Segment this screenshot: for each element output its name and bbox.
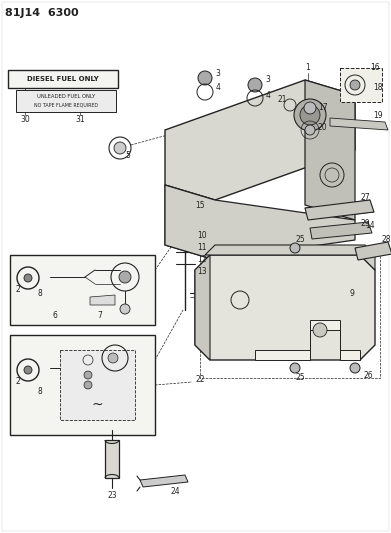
Polygon shape (255, 320, 360, 360)
Circle shape (198, 71, 212, 85)
Polygon shape (165, 185, 355, 260)
Text: 14: 14 (365, 221, 375, 230)
Circle shape (304, 102, 316, 114)
Text: 30: 30 (20, 116, 30, 125)
Text: 27: 27 (360, 193, 370, 203)
Text: 25: 25 (295, 374, 305, 383)
Bar (8, 70, 118, 88)
Text: 23: 23 (107, 490, 117, 499)
Circle shape (108, 353, 118, 363)
Text: UNLEADED FUEL ONLY: UNLEADED FUEL ONLY (37, 94, 95, 100)
Text: 9: 9 (350, 288, 354, 297)
Text: 1: 1 (306, 63, 310, 72)
Circle shape (119, 271, 131, 283)
Text: 13: 13 (197, 268, 206, 277)
Polygon shape (195, 255, 375, 360)
Polygon shape (195, 255, 210, 360)
Circle shape (120, 304, 130, 314)
Bar (10, 335, 155, 435)
Text: ~: ~ (91, 398, 103, 412)
Text: 3: 3 (215, 69, 221, 77)
Text: 3: 3 (265, 76, 271, 85)
Text: 22: 22 (195, 376, 204, 384)
Circle shape (24, 274, 32, 282)
Polygon shape (140, 475, 188, 487)
Polygon shape (305, 80, 355, 220)
Text: 31: 31 (75, 116, 85, 125)
Text: 6: 6 (52, 311, 57, 319)
Circle shape (114, 142, 126, 154)
Circle shape (294, 99, 326, 131)
Circle shape (24, 366, 32, 374)
Bar (340, 68, 382, 102)
Text: 24: 24 (170, 488, 180, 497)
Polygon shape (165, 80, 355, 200)
Text: 12: 12 (197, 255, 206, 264)
Circle shape (290, 363, 300, 373)
Text: 21: 21 (277, 95, 287, 104)
Text: 8: 8 (38, 387, 42, 397)
Text: 19: 19 (373, 110, 383, 119)
Circle shape (350, 80, 360, 90)
Text: 8: 8 (38, 288, 42, 297)
Text: 18: 18 (373, 84, 383, 93)
Polygon shape (90, 295, 115, 305)
Polygon shape (165, 185, 215, 260)
Text: 81J14  6300: 81J14 6300 (5, 8, 79, 18)
Text: 4: 4 (215, 84, 221, 93)
Bar (16, 90, 116, 112)
Text: 15: 15 (195, 200, 204, 209)
Bar (200, 248, 380, 378)
Text: 2: 2 (16, 286, 20, 295)
Circle shape (248, 78, 262, 92)
Circle shape (305, 125, 315, 135)
Text: 2: 2 (16, 377, 20, 386)
Text: 26: 26 (363, 370, 373, 379)
Text: 25: 25 (295, 236, 305, 245)
Circle shape (84, 381, 92, 389)
Circle shape (84, 371, 92, 379)
Text: NO TAPE FLAME REQUIRED: NO TAPE FLAME REQUIRED (34, 102, 98, 108)
Bar (10, 255, 155, 325)
Circle shape (313, 323, 327, 337)
Circle shape (290, 243, 300, 253)
Text: 11: 11 (197, 244, 206, 253)
Text: 20: 20 (317, 124, 327, 133)
Bar (105, 440, 119, 478)
Circle shape (320, 163, 344, 187)
Text: 10: 10 (197, 230, 206, 239)
Text: 5: 5 (126, 150, 131, 159)
Text: 28: 28 (381, 236, 391, 245)
Circle shape (350, 363, 360, 373)
Circle shape (300, 105, 320, 125)
Polygon shape (310, 222, 372, 239)
Text: 17: 17 (318, 103, 328, 112)
Bar (60, 350, 135, 420)
Polygon shape (355, 242, 391, 260)
Polygon shape (205, 245, 375, 270)
Text: DIESEL FUEL ONLY: DIESEL FUEL ONLY (27, 76, 99, 82)
Polygon shape (330, 118, 388, 130)
Text: 7: 7 (98, 311, 102, 319)
Polygon shape (305, 200, 374, 220)
Text: 4: 4 (265, 91, 271, 100)
Text: 16: 16 (370, 63, 380, 72)
Text: 29: 29 (360, 219, 370, 228)
